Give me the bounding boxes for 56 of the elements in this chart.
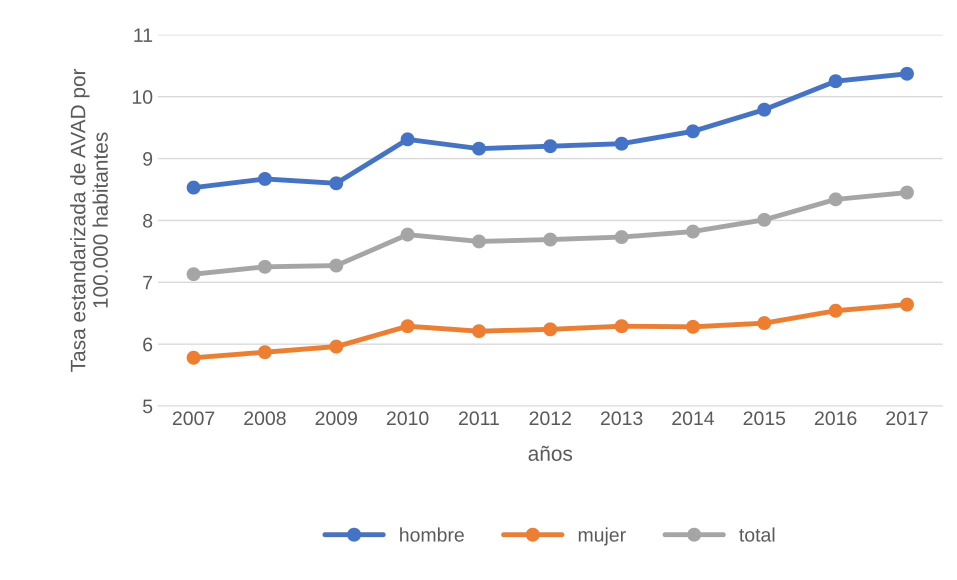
y-tick-label: 5 [143,400,152,414]
point [258,345,272,360]
legend-label: total [739,527,774,542]
legend-label: hombre [400,527,464,542]
x-tick-label: 2010 [386,411,428,426]
point [472,324,486,338]
y-axis-title: Tasa estandarizada de AVAD por 100.000 habitantes [70,68,108,372]
point [757,212,772,227]
point [686,124,700,138]
point [614,136,629,151]
point [828,192,843,206]
point [472,234,486,248]
y-tick-label: 10 [132,90,152,104]
x-tick-label: 2007 [172,411,214,426]
y-tick-label: 6 [143,338,152,352]
point [329,176,344,190]
point [757,102,772,117]
x-tick-label: 2015 [744,411,786,426]
point [400,132,415,146]
y-tick-label: 9 [143,152,152,166]
point [186,180,201,195]
x-tick-label: 2008 [244,411,286,426]
point [900,186,914,200]
y-tick-label: 7 [143,276,152,290]
point [543,232,558,247]
y-tick-label: 11 [134,28,152,42]
point [828,304,843,318]
x-tick-label: 2011 [459,411,499,426]
y-tick-label: 8 [143,214,152,228]
point [900,66,914,81]
point [686,224,700,238]
point [186,267,201,282]
point [472,142,486,156]
point [329,258,344,273]
point [828,74,843,88]
point [186,350,201,365]
x-tick-label: 2017 [886,411,928,426]
x-tick-label: 2016 [814,411,856,426]
point [900,298,914,312]
point [400,228,415,242]
point [757,316,772,330]
point [258,172,272,186]
x-tick-label: 2014 [672,411,714,426]
point [543,139,558,154]
point [543,322,558,336]
point [614,319,629,334]
point [614,230,629,244]
x-tick-label: 2013 [600,411,642,426]
x-axis-title: años [528,446,572,461]
x-tick-label: 2012 [530,411,571,426]
point [400,319,415,334]
legend-label: mujer [578,527,626,546]
x-tick-label: 2009 [316,411,357,426]
point [686,320,700,334]
point [258,260,272,274]
point [329,340,344,354]
